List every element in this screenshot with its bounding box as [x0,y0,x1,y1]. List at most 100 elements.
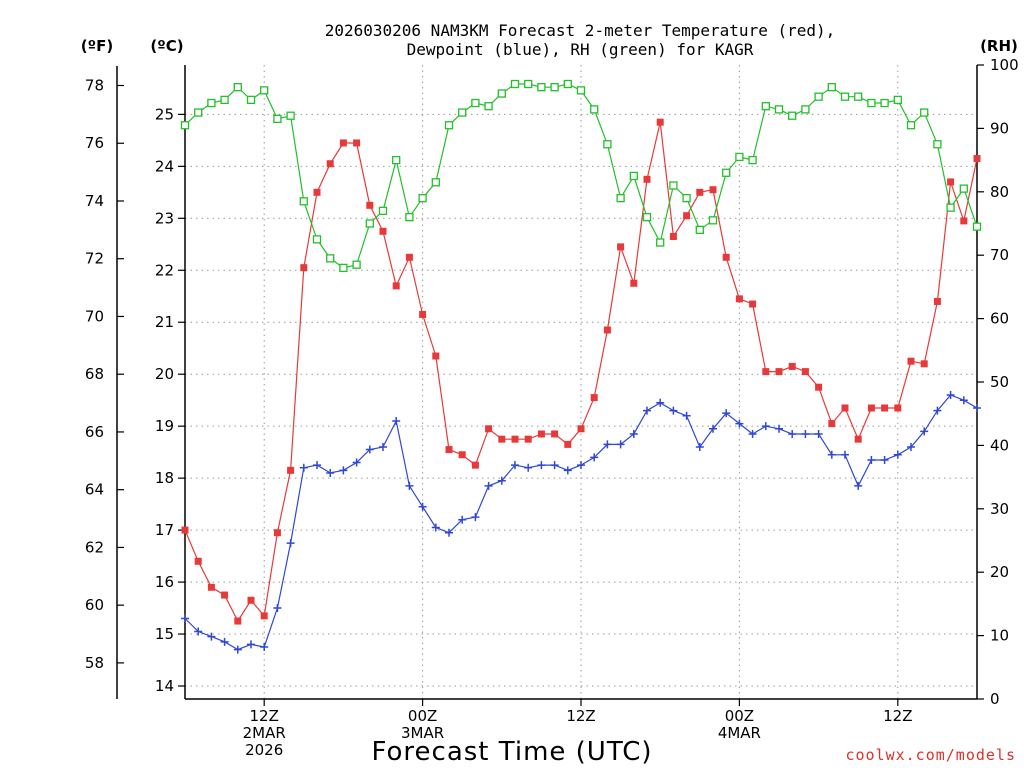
2-meter-temperature-point [894,404,902,412]
dewpoint-point [788,429,797,438]
x-tick-label: 2026 [245,741,283,759]
rh-point [444,121,454,130]
rh-point [233,83,242,92]
2-meter-temperature-point [722,253,730,261]
2-meter-temperature-point [445,446,453,454]
fahrenheit-tick-label: 78 [85,76,104,94]
dewpoint-point [907,442,915,451]
dewpoint-point [524,463,533,472]
2-meter-temperature-point [273,529,281,537]
rh-point [260,86,269,95]
x-tick-label: 2MAR [243,724,286,742]
2-meter-temperature-point [577,425,585,433]
rh-point [814,92,823,101]
x-tick-label: 00Z [725,707,754,725]
rh-point [933,140,942,149]
rh-tick-label: 10 [990,627,1009,645]
rh-point [563,79,572,89]
rh-point [840,92,850,101]
dewpoint-point [418,502,427,511]
2-meter-temperature-point [287,466,295,474]
2-meter-temperature-point [815,383,823,391]
2-meter-temperature-point [194,557,202,565]
dewpoint-point [550,461,559,470]
2-meter-temperature-point [551,430,559,438]
fahrenheit-tick-label: 76 [85,134,104,152]
rh-point [537,83,546,92]
2-meter-temperature-point [260,612,268,620]
2-meter-temperature-point [696,188,704,196]
fahrenheit-tick-label: 74 [85,192,104,210]
rh-point [194,108,203,117]
rh-point [774,105,784,114]
dewpoint-point [471,513,480,522]
2-meter-temperature-point [656,118,664,126]
x-axis-label: Forecast Time (UTC) [371,737,652,767]
dewpoint-point [299,463,308,472]
rh-point [748,155,757,165]
celsius-tick-label: 22 [155,261,174,279]
fahrenheit-tick-label: 60 [85,596,104,614]
rh-point [312,235,322,244]
2-meter-temperature-point [881,404,889,412]
dewpoint-point [761,422,770,431]
celsius-tick-label: 18 [155,469,174,487]
2-meter-temperature-point [828,420,836,428]
rh-point [246,95,256,105]
rh-point [550,83,559,92]
fahrenheit-tick-label: 70 [85,307,104,325]
celsius-tick-label: 20 [155,365,174,383]
2-meter-temperature-point [801,368,809,376]
2-meter-temperature-point [485,425,493,433]
rh-point [392,155,401,165]
fahrenheit-tick-label: 58 [85,654,104,672]
dewpoint-point [339,466,348,475]
rh-tick-label: 50 [990,373,1009,391]
2-meter-temperature-point [854,435,862,443]
rh-point [616,193,625,203]
2-meter-temperature-point [392,282,400,290]
dewpoint-point [194,627,203,636]
2-meter-temperature-point [458,451,466,459]
2-meter-temperature-point [762,368,770,376]
celsius-tick-label: 21 [155,313,174,331]
rh-point [286,111,295,120]
rh-point [471,98,480,108]
dewpoint-point [946,390,955,399]
dewpoint-point [352,458,361,467]
dewpoint-point [392,416,401,425]
rh-point [339,263,348,273]
2-meter-temperature-point [947,178,955,186]
dewpoint-point [431,523,440,532]
data-series [180,79,982,654]
axis-units: (ºF) (ºC) (RH) [81,37,1018,55]
dewpoint-point [247,640,255,649]
2-meter-temperature-point [749,300,757,308]
celsius-tick-label: 17 [155,521,174,539]
dewpoint-point [181,614,189,623]
fahrenheit-tick-label: 72 [85,250,104,268]
dewpoint-point [775,424,783,433]
2-meter-temperature-point [339,139,347,147]
rh-point [590,105,599,114]
credit-label: coolwx.com/models [845,746,1016,764]
dewpoint-point [893,450,902,459]
2-meter-temperature-point [247,596,255,604]
rh-point [708,216,718,225]
rh-point [735,152,744,162]
rh-point [326,254,335,263]
2-meter-temperature-point [973,155,981,163]
dewpoint-point [669,406,678,415]
2-meter-temperature-point [313,188,321,196]
2-meter-temperature-point [379,227,387,235]
dewpoint-point [933,406,942,415]
dewpoint-point [959,396,968,405]
dewpoint-point [735,419,744,428]
dewpoint-point [682,411,691,420]
rh-point [972,222,982,231]
tick-labels: 14 15 16 17 18 19 20 21 22 23 24 25 58 60 62 64 66 68 70 72… [85,56,1019,759]
2-meter-temperature-point [735,295,743,303]
dewpoint-point [629,429,638,438]
dewpoint-series [181,390,981,654]
dewpoint-point [590,453,599,462]
